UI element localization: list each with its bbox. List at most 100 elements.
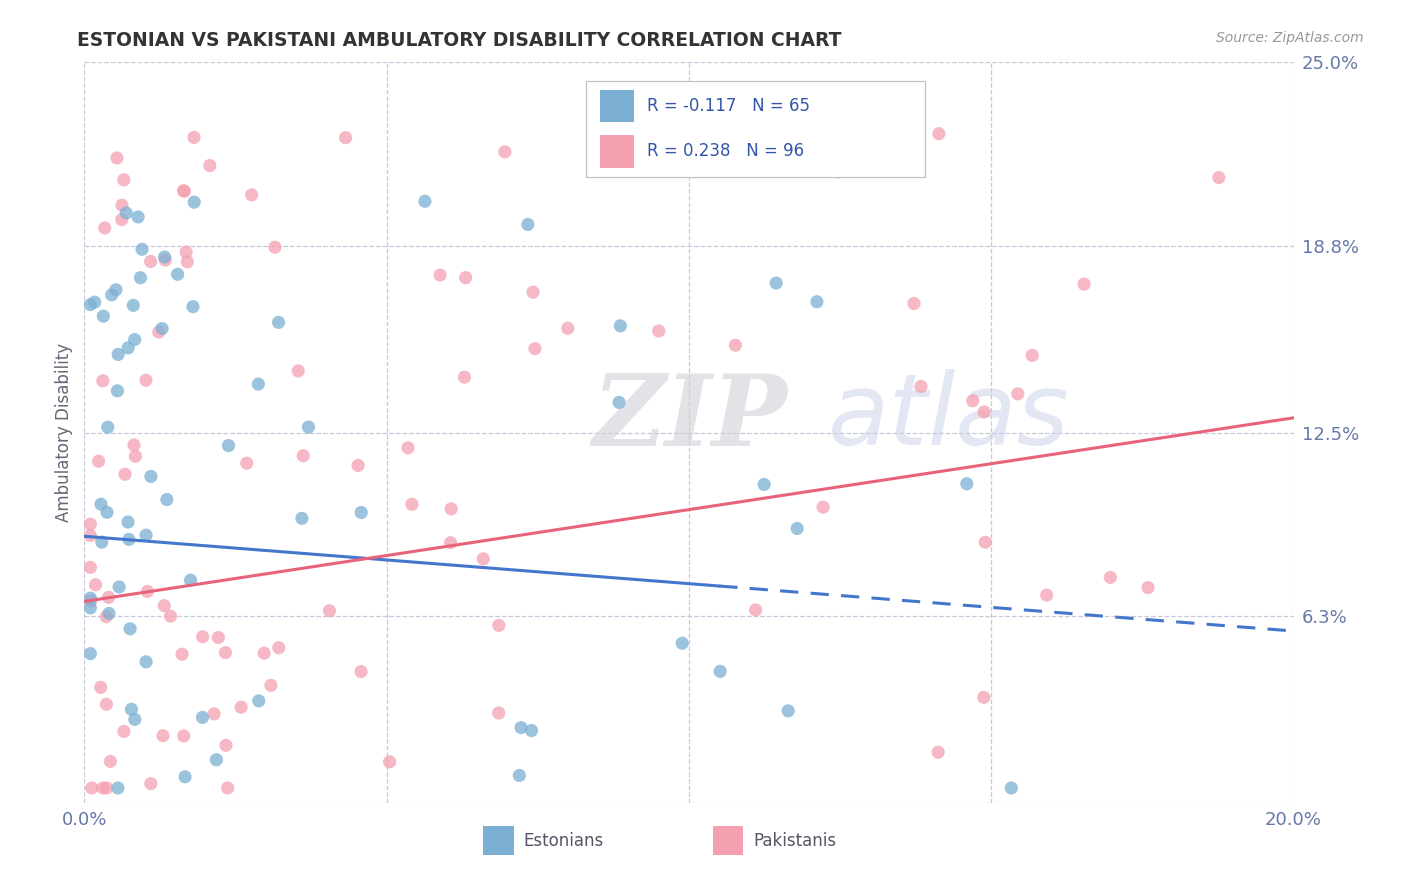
Point <box>170 647 193 661</box>
Point <box>765 276 787 290</box>
Point <box>79 528 101 542</box>
Point <box>215 739 238 753</box>
Point <box>152 729 174 743</box>
Point <box>148 325 170 339</box>
Point <box>247 377 270 392</box>
Point <box>120 702 142 716</box>
Y-axis label: Ambulatory Disability: Ambulatory Disability <box>55 343 73 522</box>
Point <box>135 655 157 669</box>
Point <box>903 296 925 310</box>
Point <box>93 221 115 235</box>
Point <box>183 195 205 210</box>
Point <box>1021 348 1043 362</box>
Point <box>267 640 290 655</box>
Point <box>910 379 932 393</box>
Point <box>198 159 221 173</box>
Point <box>671 636 693 650</box>
Point <box>108 580 131 594</box>
Point <box>396 441 419 455</box>
Point <box>454 270 477 285</box>
Point <box>806 294 828 309</box>
Point <box>173 184 195 198</box>
Point <box>522 285 544 300</box>
Point <box>1137 581 1160 595</box>
Point <box>217 780 239 795</box>
Point <box>159 609 181 624</box>
Point <box>96 780 118 795</box>
Point <box>229 700 252 714</box>
Point <box>127 210 149 224</box>
Point <box>79 600 101 615</box>
Point <box>973 690 995 705</box>
Point <box>91 374 114 388</box>
Point <box>111 212 134 227</box>
Point <box>98 607 121 621</box>
Point <box>191 630 214 644</box>
Point <box>218 439 240 453</box>
Point <box>122 298 145 312</box>
Point <box>136 584 159 599</box>
Point <box>297 420 319 434</box>
Point <box>107 780 129 795</box>
Point <box>744 603 766 617</box>
Point <box>778 704 800 718</box>
Point <box>488 706 510 720</box>
Point <box>139 254 162 268</box>
Point <box>79 517 101 532</box>
Point <box>96 505 118 519</box>
Point <box>135 528 157 542</box>
Text: Estonians: Estonians <box>523 831 603 849</box>
Point <box>139 469 162 483</box>
Point <box>956 476 979 491</box>
Point <box>80 780 103 795</box>
Point <box>962 393 984 408</box>
Point <box>117 341 139 355</box>
Point <box>607 395 630 409</box>
Point <box>124 333 146 347</box>
Point <box>287 364 309 378</box>
Point <box>156 492 179 507</box>
Point <box>974 535 997 549</box>
Point <box>488 618 510 632</box>
Point <box>153 599 176 613</box>
Point <box>181 300 204 314</box>
Point <box>205 753 228 767</box>
Point <box>247 694 270 708</box>
Point <box>429 268 451 282</box>
Text: ZIP: ZIP <box>592 369 787 466</box>
Point <box>79 297 101 311</box>
Point <box>523 342 546 356</box>
Point <box>112 173 135 187</box>
Point <box>724 338 747 352</box>
FancyBboxPatch shape <box>484 827 513 855</box>
Text: ESTONIAN VS PAKISTANI AMBULATORY DISABILITY CORRELATION CHART: ESTONIAN VS PAKISTANI AMBULATORY DISABIL… <box>77 31 842 50</box>
Point <box>173 184 195 198</box>
Point <box>202 706 225 721</box>
Point <box>264 240 287 254</box>
Text: Pakistanis: Pakistanis <box>754 831 837 849</box>
Point <box>93 309 115 323</box>
Point <box>129 270 152 285</box>
Point <box>97 591 120 605</box>
Point <box>100 288 122 302</box>
Point <box>124 712 146 726</box>
Point <box>1035 588 1057 602</box>
Point <box>292 449 315 463</box>
Point <box>183 130 205 145</box>
Point <box>87 454 110 468</box>
Point <box>90 681 112 695</box>
Point <box>79 647 101 661</box>
Point <box>709 665 731 679</box>
Point <box>335 130 357 145</box>
Point <box>752 477 775 491</box>
Point <box>180 573 202 587</box>
Point <box>508 768 530 782</box>
Point <box>472 552 495 566</box>
Point <box>176 254 198 268</box>
Point <box>516 218 538 232</box>
Point <box>105 151 128 165</box>
Point <box>112 724 135 739</box>
Point <box>453 370 475 384</box>
Point <box>122 438 145 452</box>
Point <box>260 678 283 692</box>
